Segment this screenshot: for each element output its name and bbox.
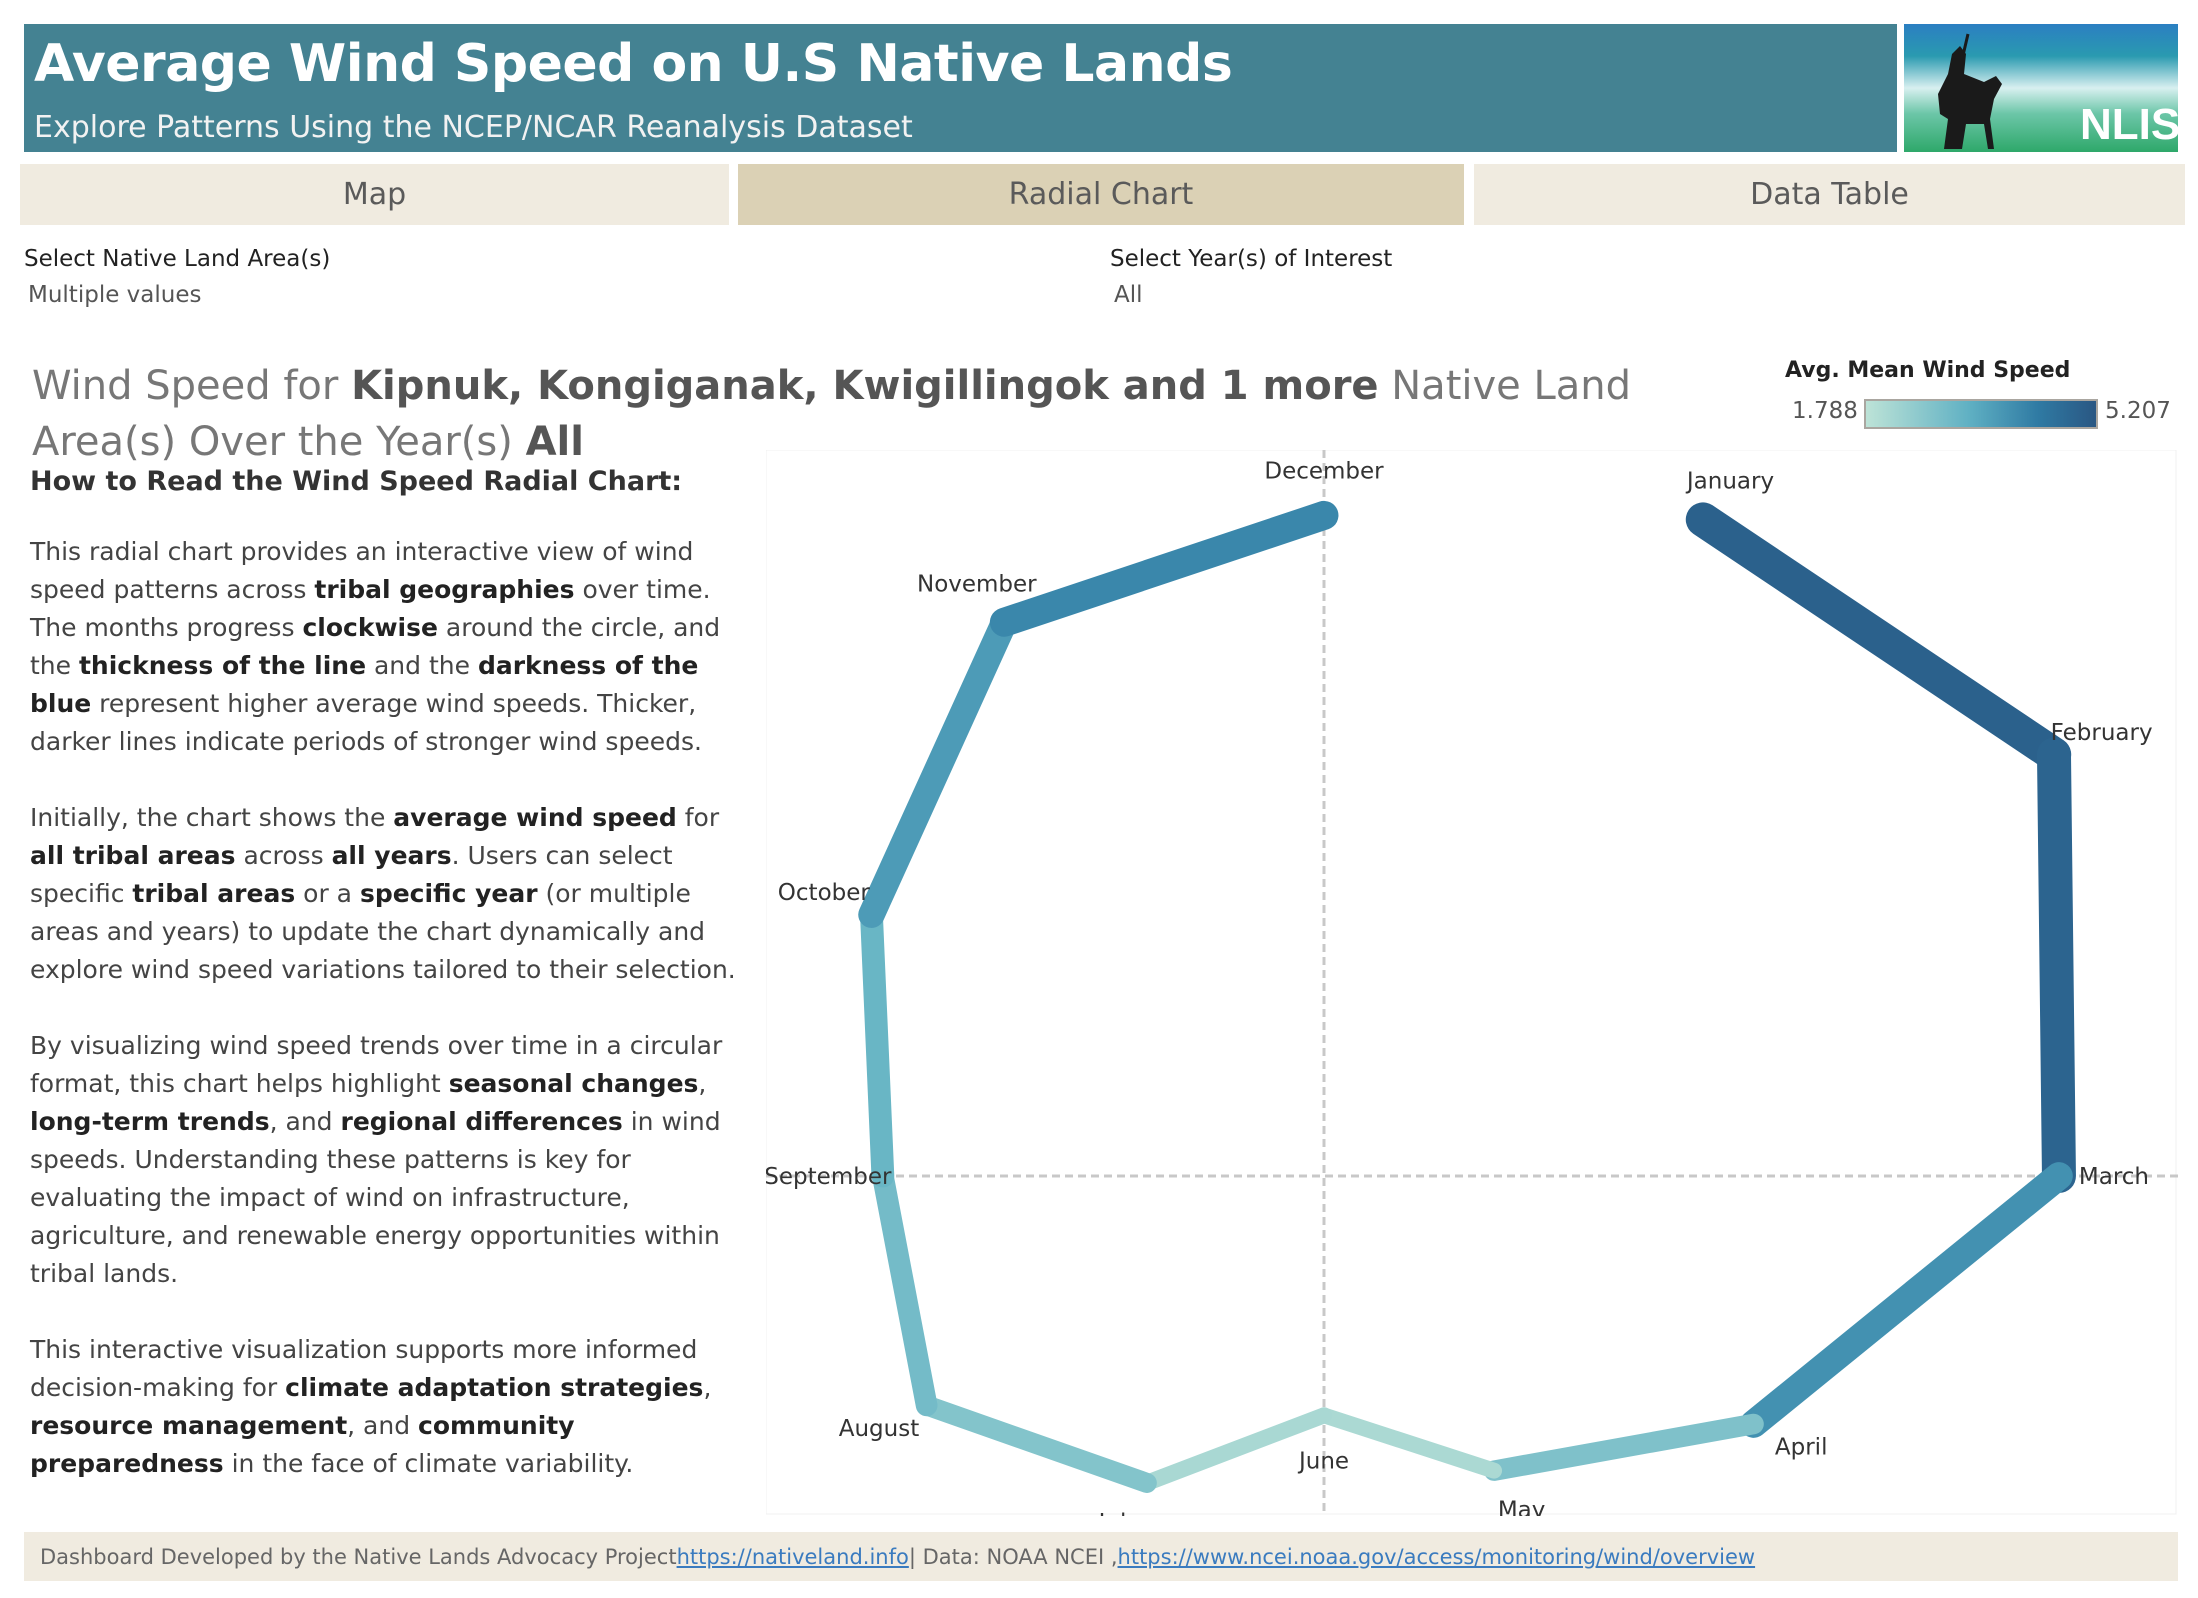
paragraph-text: , and xyxy=(269,1107,341,1136)
emphasis-text: average wind speed xyxy=(393,803,677,832)
title-years: All xyxy=(525,419,584,465)
paragraph-text: around the circle, and the xyxy=(30,613,721,680)
tab-data-table[interactable]: Data Table xyxy=(1474,164,2185,225)
month-label-may: May xyxy=(1498,1498,1546,1516)
emphasis-text: community preparedness xyxy=(30,1411,575,1478)
footer: Dashboard Developed by the Native Lands … xyxy=(24,1532,2178,1581)
paragraph-text: or a xyxy=(295,879,360,908)
legend-min: 1.788 xyxy=(1792,398,1858,424)
footer-text: Dashboard Developed by the Native Lands … xyxy=(40,1544,677,1569)
how-to-heading: How to Read the Wind Speed Radial Chart: xyxy=(30,466,683,497)
nativeland-link[interactable]: https://nativeland.info xyxy=(676,1544,909,1569)
wind-segment-january[interactable] xyxy=(1685,502,2072,772)
emphasis-text: resource management xyxy=(30,1411,348,1440)
year-filter-dropdown[interactable]: All xyxy=(1114,282,1143,308)
month-label-november: November xyxy=(917,571,1037,597)
footer-text: | Data: NOAA NCEI , xyxy=(908,1544,1118,1569)
logo-lettering: NLIS xyxy=(2080,100,2181,149)
radial-chart: January February March April May June July Augu… xyxy=(766,450,2178,1516)
how-to-paragraph: This radial chart provides an interactiv… xyxy=(30,533,760,761)
how-to-paragraph: Initially, the chart shows the average w… xyxy=(30,799,760,989)
emphasis-text: clockwise xyxy=(302,613,438,642)
paragraph-text: across xyxy=(235,841,332,870)
emphasis-text: regional differences xyxy=(340,1107,623,1136)
emphasis-text: specific year xyxy=(359,879,538,908)
paragraph-text: , xyxy=(698,1069,707,1098)
paragraph-text: (or multiple areas and years) to update … xyxy=(30,879,736,984)
title-areas: Kipnuk, Kongiganak, Kwigillingok and 1 m… xyxy=(351,363,1379,409)
how-to-paragraph: This interactive visualization supports … xyxy=(30,1331,760,1483)
emphasis-text: all years xyxy=(331,841,452,870)
month-label-february: February xyxy=(2051,720,2153,746)
wind-segment-november[interactable] xyxy=(989,500,1339,637)
month-label-april: April xyxy=(1775,1435,1828,1461)
paragraph-text: and the xyxy=(366,651,478,680)
paragraph-text: , and xyxy=(347,1411,419,1440)
month-label-june: June xyxy=(1297,1448,1349,1474)
legend-color-ramp xyxy=(1864,399,2098,429)
wind-segment-october[interactable] xyxy=(858,609,1018,928)
paragraph-text: This interactive visualization supports … xyxy=(30,1335,698,1402)
app-title: Average Wind Speed on U.S Native Lands xyxy=(34,34,1233,94)
paragraph-text: in the face of climate variability. xyxy=(223,1449,634,1478)
emphasis-text: long-term trends xyxy=(30,1107,270,1136)
paragraph-text: By visualizing wind speed trends over ti… xyxy=(30,1031,723,1098)
legend-title: Avg. Mean Wind Speed xyxy=(1785,358,2071,383)
emphasis-text: tribal geographies xyxy=(314,575,575,604)
wind-segment-july[interactable] xyxy=(916,1395,1157,1493)
month-label-december: December xyxy=(1264,458,1384,484)
title-text: Wind Speed for xyxy=(32,363,352,409)
wind-segment-june[interactable] xyxy=(1138,1407,1333,1491)
wind-segment-september[interactable] xyxy=(860,903,895,1188)
wind-segment-august[interactable] xyxy=(872,1165,938,1417)
paragraph-text: in wind speeds. Understanding these patt… xyxy=(30,1107,721,1288)
app-subtitle: Explore Patterns Using the NCEP/NCAR Rea… xyxy=(34,110,913,145)
emphasis-text: seasonal changes xyxy=(448,1069,699,1098)
legend-max: 5.207 xyxy=(2105,398,2171,424)
land-filter-dropdown[interactable]: Multiple values xyxy=(28,282,202,308)
emphasis-text: all tribal areas xyxy=(30,841,236,870)
paragraph-text: for xyxy=(676,803,720,832)
how-to-paragraph: By visualizing wind speed trends over ti… xyxy=(30,1027,760,1293)
paragraph-text: This radial chart provides an interactiv… xyxy=(30,537,694,604)
land-filter-label: Select Native Land Area(s) xyxy=(24,246,331,272)
tab-radial-chart[interactable]: Radial Chart xyxy=(738,164,1464,225)
month-label-august: August xyxy=(839,1416,920,1442)
paragraph-text: , xyxy=(703,1373,712,1402)
emphasis-text: tribal areas xyxy=(132,879,296,908)
paragraph-text: over time. The months progress xyxy=(30,575,711,642)
wind-segment-april[interactable] xyxy=(1483,1413,1764,1481)
ncei-link[interactable]: https://www.ncei.noaa.gov/access/monitor… xyxy=(1117,1544,1756,1569)
chart-title: Wind Speed for Kipnuk, Kongiganak, Kwigi… xyxy=(32,358,1752,470)
month-label-july: July xyxy=(1097,1510,1140,1516)
month-label-october: October xyxy=(778,880,871,906)
emphasis-text: thickness of the line xyxy=(78,651,367,680)
month-label-september: September xyxy=(766,1164,892,1190)
paragraph-text: Initially, the chart shows the xyxy=(30,803,394,832)
how-to-read-panel: How to Read the Wind Speed Radial Chart:… xyxy=(30,466,760,1521)
month-label-january: January xyxy=(1685,469,1774,495)
wind-segment-may[interactable] xyxy=(1316,1407,1503,1479)
wind-segment-february[interactable] xyxy=(2036,737,2076,1193)
chart-frame xyxy=(766,450,2177,1515)
title-text: Native Land Area(s) Over the Year(s) xyxy=(32,363,1632,465)
header-banner: Average Wind Speed on U.S Native Lands E… xyxy=(24,24,1897,152)
horse-rider-silhouette-icon xyxy=(1938,33,2002,149)
month-label-march: March xyxy=(2079,1164,2149,1190)
tab-map[interactable]: Map xyxy=(20,164,729,225)
nlis-logo xyxy=(1904,24,2178,152)
wind-segment-march[interactable] xyxy=(1739,1162,2073,1438)
paragraph-text: represent higher average wind speeds. Th… xyxy=(30,689,702,756)
paragraph-text: . Users can select specific xyxy=(30,841,673,908)
emphasis-text: climate adaptation strategies xyxy=(285,1373,704,1402)
emphasis-text: darkness of the blue xyxy=(30,651,699,718)
year-filter-label: Select Year(s) of Interest xyxy=(1110,246,1393,272)
